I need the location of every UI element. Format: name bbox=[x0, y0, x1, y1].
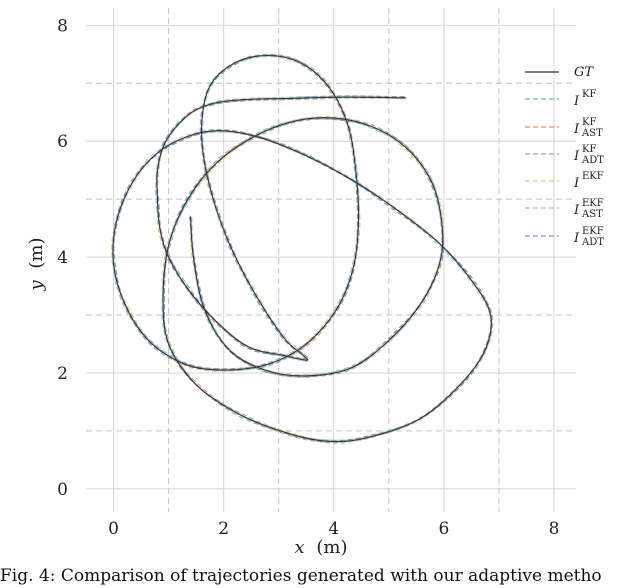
legend-label-base: I bbox=[573, 176, 580, 191]
legend-label-ekf: I EKF bbox=[573, 171, 604, 191]
x-tick-label: 0 bbox=[108, 519, 119, 539]
series-kf-adt-line bbox=[113, 54, 492, 444]
y-tick-label: 0 bbox=[57, 480, 68, 500]
series-kf-ast-line bbox=[112, 53, 494, 443]
legend-label-sup: EKF bbox=[582, 198, 604, 209]
legend-label-sub: ADT bbox=[581, 237, 604, 248]
y-axis-label-var: y bbox=[26, 280, 47, 292]
grid-lines bbox=[86, 8, 576, 512]
legend-label-sup: KF bbox=[582, 89, 596, 100]
legend-label-base: I bbox=[573, 149, 580, 164]
legend-label-sup: KF bbox=[582, 117, 596, 128]
y-tick-label: 2 bbox=[57, 364, 68, 384]
y-tick-label: 6 bbox=[57, 132, 68, 152]
legend-label-base: I bbox=[573, 231, 580, 246]
x-tick-label: 6 bbox=[438, 519, 449, 539]
legend-label-sup: KF bbox=[582, 144, 596, 155]
legend-label-gt: GT bbox=[574, 65, 594, 80]
x-axis-label-unit: (m) bbox=[316, 537, 347, 558]
y-axis-label: y (m) bbox=[26, 237, 47, 291]
tick-labels: 0 2 4 6 8 0 2 4 6 8 bbox=[57, 16, 559, 539]
x-tick-label: 8 bbox=[549, 519, 560, 539]
series-layer bbox=[111, 53, 494, 444]
y-axis-label-unit: (m) bbox=[26, 237, 47, 268]
figure-caption: Fig. 4: Comparison of trajectories gener… bbox=[0, 566, 602, 586]
y-tick-label: 8 bbox=[57, 16, 68, 36]
legend-label-sub: AST bbox=[581, 128, 603, 139]
series-ekf-ast-line bbox=[112, 56, 494, 441]
x-axis-label-var: x bbox=[294, 537, 304, 558]
y-tick-label: 4 bbox=[57, 248, 68, 268]
legend-label-kf: I KF bbox=[573, 89, 596, 109]
legend-label-base: I bbox=[573, 122, 580, 137]
legend-label-sub: AST bbox=[581, 209, 603, 220]
x-tick-label: 4 bbox=[328, 519, 339, 539]
x-tick-label: 2 bbox=[218, 519, 229, 539]
legend-label-base: I bbox=[573, 203, 580, 218]
legend-label-base: I bbox=[573, 94, 580, 109]
series-ekf-adt-line bbox=[113, 54, 492, 442]
legend-label-sup: EKF bbox=[582, 171, 604, 182]
series-gt-line bbox=[112, 54, 493, 443]
legend-label-sup: EKF bbox=[582, 226, 604, 237]
legend-label-sub: ADT bbox=[581, 155, 604, 166]
x-axis-label: x (m) bbox=[294, 537, 347, 558]
series-ekf-line bbox=[111, 55, 492, 443]
